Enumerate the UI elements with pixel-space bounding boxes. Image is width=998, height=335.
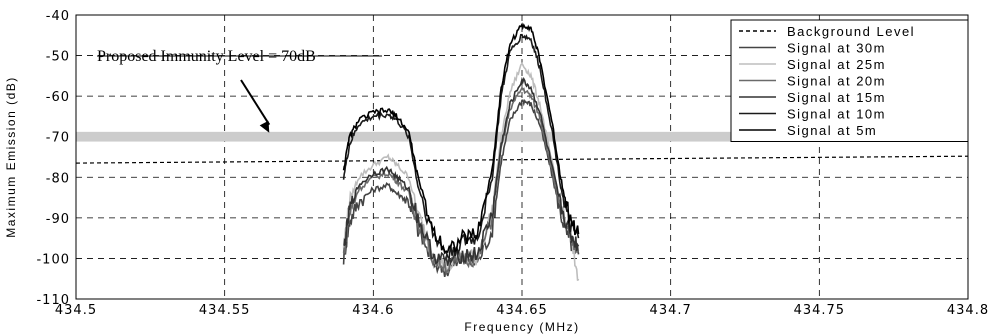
- legend-label: Signal at 25m: [787, 57, 886, 72]
- plot-frame: [75, 14, 969, 300]
- x-axis-title: Frequency (MHz): [464, 320, 579, 334]
- annotation-arrowhead: [259, 120, 270, 133]
- immunity-annotation: Proposed Immunity Level = 70dB: [97, 48, 382, 133]
- y-tick-label: -90: [46, 212, 70, 227]
- y-tick-label: -80: [46, 171, 70, 186]
- y-tick-label: -70: [46, 131, 70, 146]
- series-line-6: [342, 22, 580, 254]
- legend-label: Signal at 20m: [787, 74, 886, 89]
- legend-label: Background Level: [787, 24, 915, 39]
- x-tick-label: 434.8: [947, 303, 989, 318]
- x-tick-label: 434.7: [650, 303, 692, 318]
- y-tick-label: -50: [46, 50, 70, 65]
- y-tick-label: -40: [46, 9, 70, 24]
- legend-label: Signal at 10m: [787, 107, 886, 122]
- legend-label: Signal at 5m: [787, 123, 877, 138]
- y-axis-title: Maximum Emission (dB): [4, 76, 18, 238]
- series-line-1: [342, 98, 580, 278]
- series-line-3: [342, 86, 580, 276]
- series-line-0: [75, 155, 969, 164]
- x-tick-label: 434.5: [55, 303, 97, 318]
- y-tick-label: -110: [36, 293, 70, 308]
- legend-label: Signal at 30m: [787, 41, 886, 56]
- immunity-level-band: [76, 131, 968, 142]
- series-layer: [75, 22, 969, 282]
- y-tick-label: -60: [46, 90, 70, 105]
- annotation-arrow: [240, 79, 271, 126]
- x-tick-label: 434.65: [496, 303, 548, 318]
- series-line-5: [342, 33, 580, 260]
- x-tick-label: 434.55: [199, 303, 251, 318]
- x-tick-label: 434.75: [794, 303, 846, 318]
- series-line-4: [343, 76, 580, 266]
- x-tick-label: 434.6: [352, 303, 394, 318]
- legend-label: Signal at 15m: [787, 90, 886, 105]
- series-line-2: [342, 62, 580, 282]
- y-tick-label: -100: [36, 252, 70, 267]
